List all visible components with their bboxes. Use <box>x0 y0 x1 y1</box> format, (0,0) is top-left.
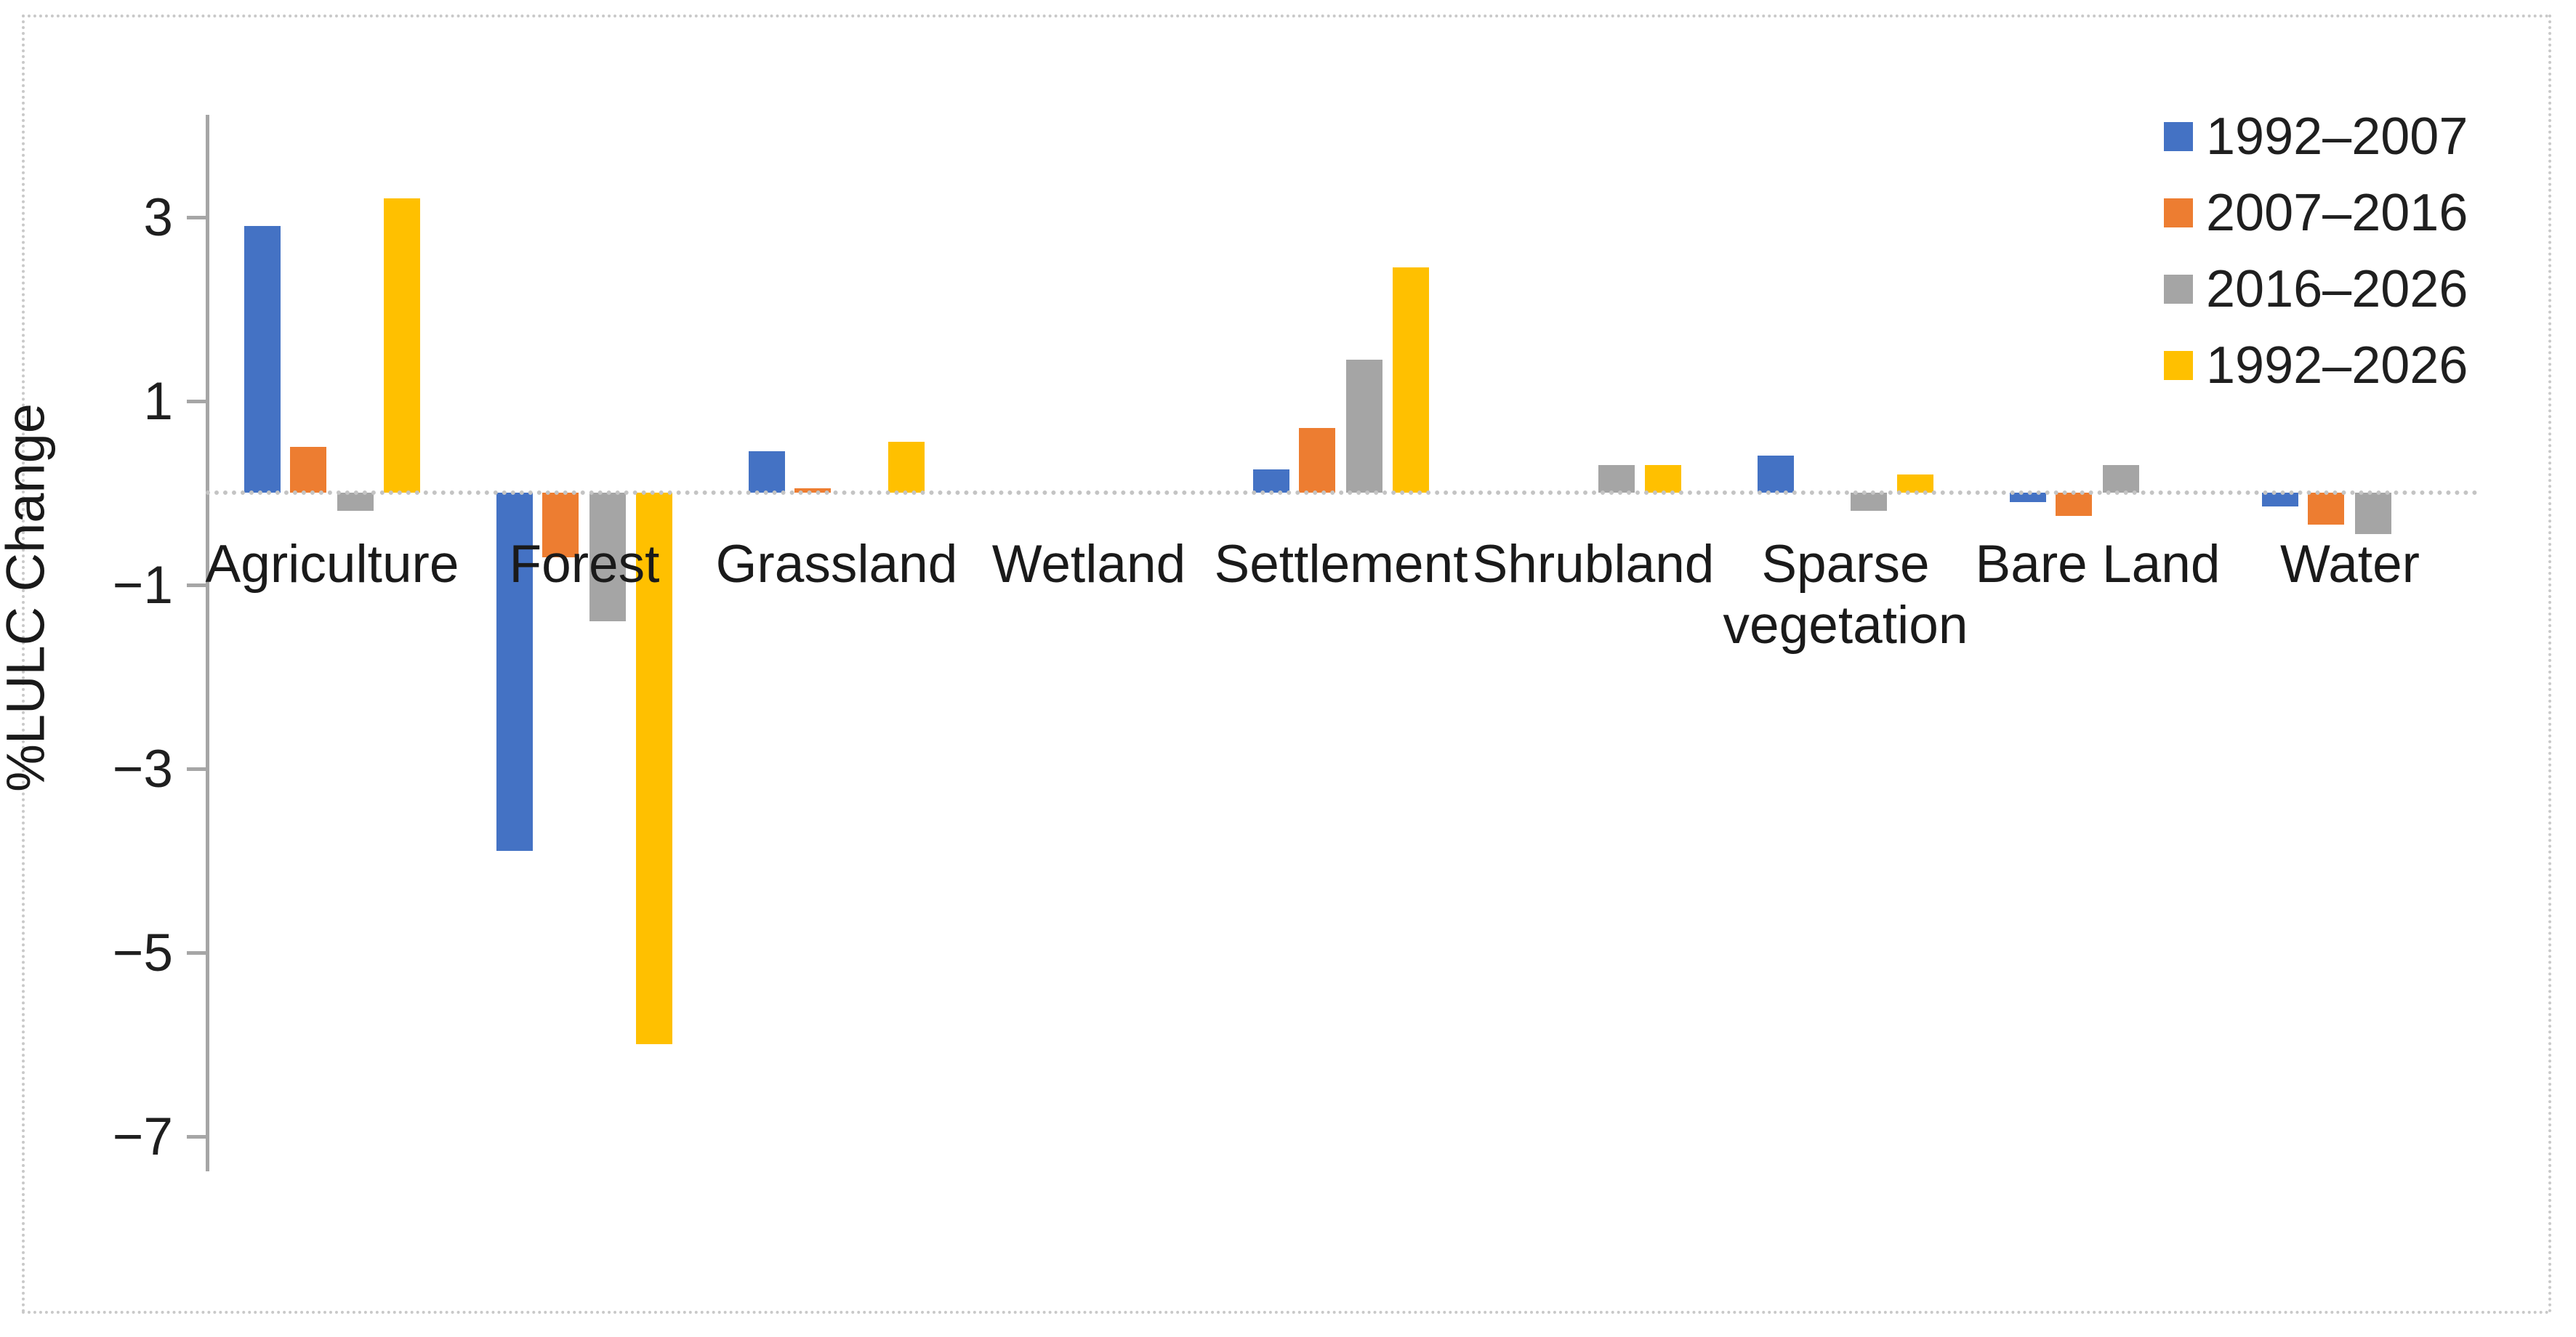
bar-2007-2016-forest <box>542 493 579 557</box>
bar-1992-2007-forest <box>496 493 533 851</box>
y-tick-mark <box>187 215 206 219</box>
bar-2016-2026-settlement <box>1346 360 1382 493</box>
x-label-shrubland: Shrubland <box>1472 535 1715 594</box>
bar-1992-2026-settlement <box>1393 267 1429 493</box>
y-tick-mark <box>187 399 206 403</box>
legend-swatch <box>2164 275 2193 304</box>
bar-1992-2026-sparse-vegetation <box>1897 474 1933 493</box>
bar-1992-2007-sparse-vegetation <box>1758 456 1794 493</box>
chart-border <box>22 15 2551 1314</box>
y-tick-label: −7 <box>112 1107 173 1166</box>
bar-1992-2007-grassland <box>749 451 785 493</box>
bar-1992-2026-agriculture <box>384 198 420 493</box>
legend-swatch <box>2164 122 2193 151</box>
bar-1992-2026-shrubland <box>1645 465 1681 493</box>
x-label-settlement: Settlement <box>1214 535 1468 594</box>
x-label-forest: Forest <box>509 535 660 594</box>
legend-label: 2016–2026 <box>2206 260 2468 318</box>
y-tick-label: −1 <box>112 555 173 615</box>
bar-2016-2026-forest <box>589 493 626 621</box>
y-tick-label: −5 <box>112 923 173 982</box>
legend-item-1992-2026: 1992–2026 <box>2164 336 2469 395</box>
y-tick-mark <box>187 767 206 771</box>
y-tick-label: 1 <box>143 371 173 431</box>
bar-2016-2026-agriculture <box>337 493 374 511</box>
bar-2007-2016-bare-land <box>2056 493 2092 516</box>
bar-2016-2026-sparse-vegetation <box>1851 493 1887 511</box>
legend-label: 2007–2016 <box>2206 184 2468 242</box>
bar-1992-2026-grassland <box>888 442 925 493</box>
x-label-wetland: Wetland <box>991 535 1186 594</box>
legend-label: 1992–2026 <box>2206 336 2468 395</box>
x-label-bare-land: Bare Land <box>1975 535 2221 594</box>
y-axis-line <box>206 115 209 1171</box>
legend-label: 1992–2007 <box>2206 108 2468 166</box>
y-tick-label: −3 <box>112 739 173 799</box>
y-tick-mark <box>187 583 206 587</box>
y-tick-mark <box>187 950 206 955</box>
y-tick-mark <box>187 1134 206 1139</box>
legend-item-1992-2007: 1992–2007 <box>2164 108 2469 166</box>
bar-2007-2016-water <box>2308 493 2344 525</box>
bar-2007-2016-agriculture <box>290 447 326 493</box>
bar-2016-2026-water <box>2355 493 2391 534</box>
bar-1992-2007-bare-land <box>2010 493 2046 502</box>
bar-2007-2016-settlement <box>1299 428 1335 493</box>
x-label-agriculture: Agriculture <box>205 535 459 594</box>
legend-swatch <box>2164 198 2193 227</box>
legend-item-2007-2016: 2007–2016 <box>2164 184 2469 242</box>
x-label-sparse-vegetation: Sparse vegetation <box>1723 535 1968 655</box>
legend-swatch <box>2164 351 2193 380</box>
x-axis-zero-line <box>206 490 2479 495</box>
x-label-grassland: Grassland <box>715 535 958 594</box>
bar-2016-2026-bare-land <box>2103 465 2139 493</box>
bar-1992-2007-water <box>2262 493 2298 506</box>
bar-1992-2007-agriculture <box>244 226 281 493</box>
x-label-water: Water <box>2280 535 2420 594</box>
legend-item-2016-2026: 2016–2026 <box>2164 260 2469 318</box>
bar-1992-2007-settlement <box>1253 469 1289 493</box>
bar-1992-2026-forest <box>636 493 672 1044</box>
bar-2016-2026-shrubland <box>1598 465 1635 493</box>
y-tick-label: 3 <box>143 187 173 247</box>
